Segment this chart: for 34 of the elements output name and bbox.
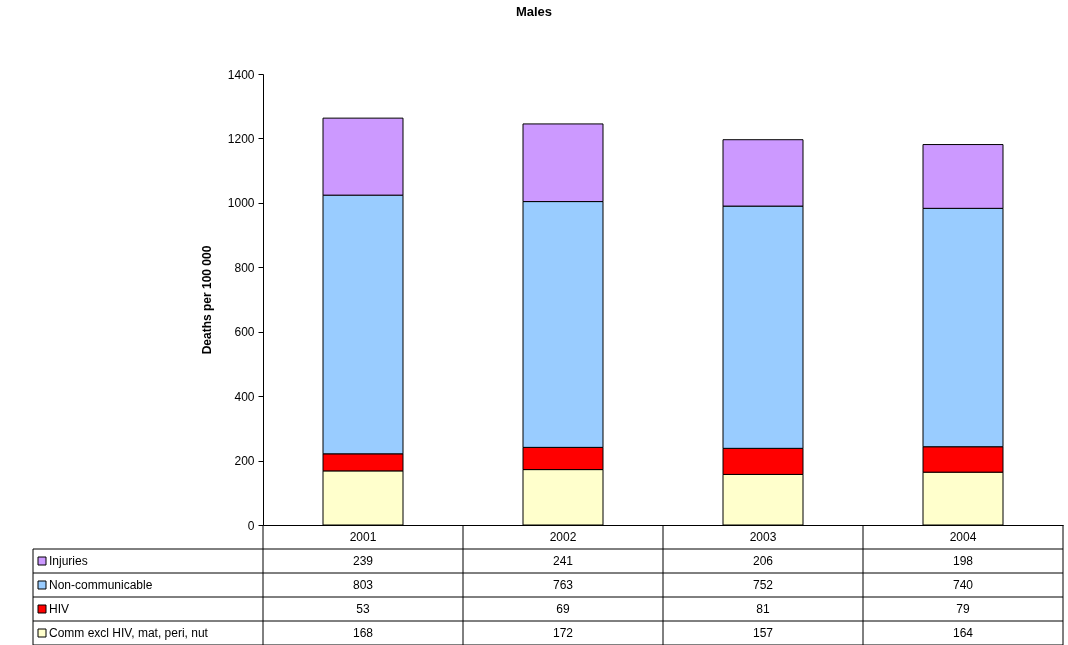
x-tick-label: 2002: [549, 529, 577, 544]
data-label: 239: [352, 554, 374, 568]
data-label: 168: [352, 626, 374, 640]
data-label: 198: [952, 554, 974, 568]
legend-label: HIV: [49, 602, 70, 616]
y-axis-title: Deaths per 100 000: [199, 245, 214, 355]
data-label: 53: [356, 602, 370, 616]
data-label: 803: [352, 578, 374, 592]
legend-label: Comm excl HIV, mat, peri, nut: [49, 626, 209, 640]
data-label: 164: [952, 626, 974, 640]
y-tick-label: 800: [234, 260, 255, 275]
data-label: 157: [752, 626, 774, 640]
x-tick-label: 2001: [349, 529, 377, 544]
y-tick-label: 1200: [227, 131, 255, 146]
y-tick-label: 200: [234, 454, 255, 469]
x-tick-label: 2004: [949, 529, 977, 544]
data-label: 241: [552, 554, 574, 568]
data-label: 81: [756, 602, 770, 616]
y-tick-label: 0: [247, 518, 255, 533]
data-label: 206: [752, 554, 774, 568]
data-label: 763: [552, 578, 574, 592]
data-label: 69: [556, 602, 570, 616]
chart-title: Males: [515, 4, 553, 19]
y-tick-label: 1400: [227, 67, 255, 82]
y-tick-label: 400: [234, 389, 255, 404]
legend-label: Injuries: [49, 554, 88, 568]
data-label: 172: [552, 626, 574, 640]
data-label: 752: [752, 578, 774, 592]
legend-label: Non-communicable: [49, 578, 153, 592]
data-label: 79: [956, 602, 970, 616]
data-label: 740: [952, 578, 974, 592]
y-tick-label: 1000: [227, 196, 255, 211]
x-tick-label: 2003: [749, 529, 777, 544]
y-tick-label: 600: [234, 325, 255, 340]
